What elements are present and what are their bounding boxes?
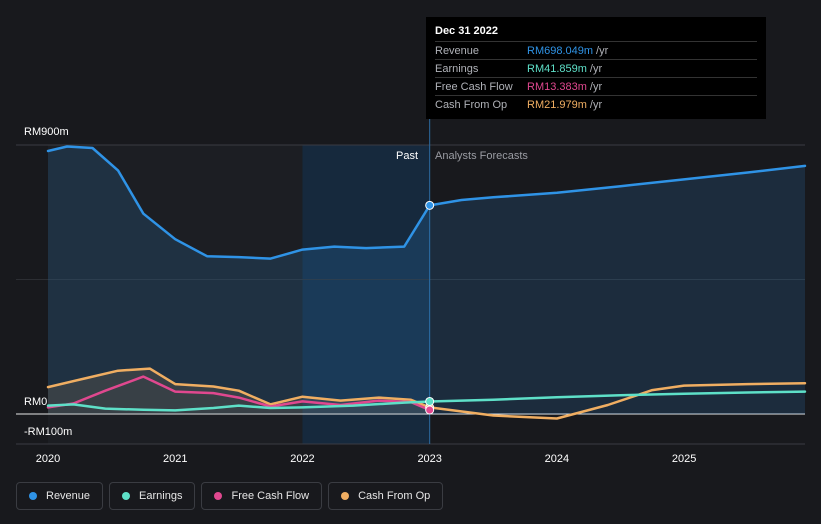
- revenue-area: [48, 146, 805, 414]
- x-tick-label: 2024: [545, 453, 569, 465]
- revenue-marker: [425, 200, 435, 210]
- legend-label: Earnings: [139, 490, 183, 502]
- tooltip-row-cash-from-op: Cash From Op RM21.979m /yr: [435, 95, 757, 113]
- tooltip-unit: /yr: [589, 98, 603, 111]
- free-cash-flow-line: [46, 375, 431, 412]
- tooltip: Dec 31 2022 Revenue RM698.049m /yr Earni…: [426, 17, 766, 119]
- tooltip-unit: /yr: [589, 62, 603, 75]
- tooltip-value: RM698.049m: [527, 44, 594, 57]
- legend-item-earnings[interactable]: Earnings: [109, 482, 196, 510]
- legend-label: Free Cash Flow: [231, 490, 310, 502]
- legend-dot-icon: [122, 492, 131, 500]
- free-cash-flow-marker: [425, 405, 435, 415]
- legend-item-free-cash-flow[interactable]: Free Cash Flow: [201, 482, 323, 510]
- x-tick-label: 2020: [36, 453, 60, 465]
- x-tick-label: 2022: [290, 453, 314, 465]
- legend-dot-icon: [29, 492, 37, 500]
- legend: Revenue Earnings Free Cash Flow Cash Fro…: [16, 482, 444, 510]
- forecast-label: Analysts Forecasts: [435, 150, 528, 162]
- tooltip-value: RM13.383m: [527, 80, 587, 93]
- tooltip-date: Dec 31 2022: [435, 25, 498, 37]
- past-label: Past: [396, 150, 419, 162]
- tooltip-row-earnings: Earnings RM41.859m /yr: [435, 59, 757, 77]
- tooltip-unit: /yr: [589, 80, 603, 93]
- legend-dot-icon: [214, 492, 223, 500]
- tooltip-value: RM41.859m: [527, 62, 587, 75]
- tooltip-value: RM21.979m: [527, 98, 587, 111]
- legend-item-cash-from-op[interactable]: Cash From Op: [328, 482, 444, 510]
- tooltip-row-revenue: Revenue RM698.049m /yr: [435, 41, 757, 59]
- legend-label: Cash From Op: [358, 490, 431, 502]
- past-background: [48, 145, 303, 444]
- earnings-marker: [425, 396, 435, 406]
- tooltip-row-free-cash-flow: Free Cash Flow RM13.383m /yr: [435, 77, 757, 95]
- tooltip-label: Revenue: [435, 44, 480, 57]
- y-axis-top-label: RM900m: [24, 126, 69, 138]
- y-axis-zero-label: RM0: [24, 396, 48, 408]
- legend-label: Revenue: [46, 490, 91, 502]
- revenue-line: [46, 145, 807, 260]
- tooltip-unit: /yr: [596, 44, 609, 57]
- x-tick-label: 2021: [163, 453, 187, 465]
- x-tick-label: 2025: [672, 453, 696, 465]
- tooltip-label: Free Cash Flow: [435, 80, 513, 93]
- tooltip-label: Earnings: [435, 62, 479, 75]
- x-tick-label: 2023: [417, 453, 441, 465]
- earnings-line: [46, 390, 807, 412]
- y-axis-bottom-label: -RM100m: [24, 426, 73, 438]
- cash-from-op-line: [46, 367, 807, 420]
- legend-item-revenue[interactable]: Revenue: [16, 482, 104, 510]
- past-highlight-region: [302, 145, 430, 444]
- legend-dot-icon: [341, 492, 350, 500]
- tooltip-label: Cash From Op: [435, 98, 508, 111]
